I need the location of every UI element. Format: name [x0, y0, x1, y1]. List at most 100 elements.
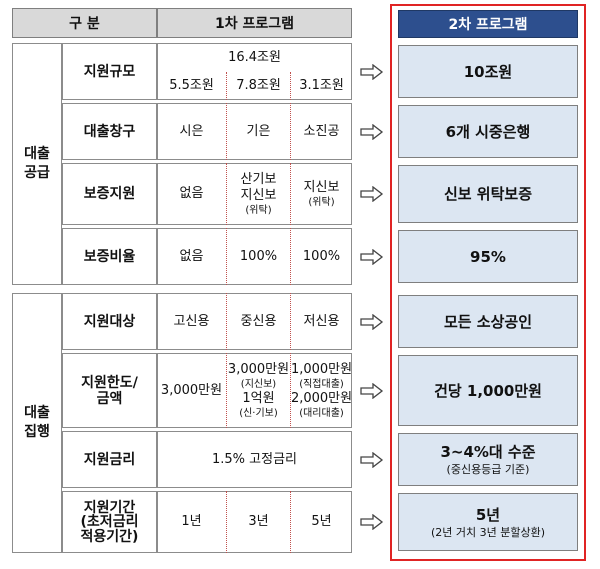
program1-subcell: 100% [290, 228, 352, 285]
program2-cell: 5년 (2년 거치 3년 분할상환) [398, 493, 578, 551]
arrow [360, 313, 384, 330]
arrow [360, 63, 384, 80]
program1-cell: 없음 산기보 지신보 (위탁) 지신보 (위탁) [157, 163, 352, 225]
text-line: 지신보 [240, 187, 277, 203]
program1-subcell: 없음 [157, 228, 226, 285]
text-line: 보증지원 [83, 186, 136, 202]
text-line: 신보 위탁보증 [443, 185, 533, 203]
text-line: 지원금리 [83, 451, 136, 468]
text-line: 공급 [24, 165, 50, 181]
program2-cell: 3~4%대 수준 (중신용등급 기준) [398, 433, 578, 486]
row-label: 보증비율 [62, 228, 157, 285]
text-line: 5년 [311, 514, 332, 529]
program1-subcell: 시은 [157, 103, 226, 160]
text-line: 5.5조원 [169, 77, 214, 93]
program1-subcell: 3.1조원 [290, 71, 352, 100]
text-line: 지원대상 [83, 313, 136, 330]
program1-subcell: 중신용 [226, 293, 290, 350]
arrow [360, 186, 384, 202]
arrow [360, 248, 384, 265]
program1-subcell: 1.5% 고정금리 [157, 431, 352, 488]
text-line: 1년 [181, 514, 202, 529]
program1-total: 16.4조원 [228, 50, 281, 66]
program1-cell: 3,000만원 3,000만원 (지신보) 1억원 (신·기보) 1,000만원 (직접대출… [157, 353, 352, 428]
text-line: 6개 시중은행 [445, 122, 531, 141]
text-line: 저신용 [303, 313, 340, 329]
text-line: 10조원 [463, 62, 513, 81]
text-line: 7.8조원 [236, 77, 281, 93]
text-line: 3년 [248, 514, 269, 529]
text-line: 3,000만원 [160, 382, 223, 398]
program1-subcell: 5.5조원 [157, 72, 226, 101]
text-line: 시은 [179, 123, 204, 139]
text-line: (직접대출) [299, 378, 344, 390]
program1-cell: 시은 기은 소진공 [157, 103, 352, 160]
text-line: (초저금리 [80, 513, 139, 530]
row-label: 지원금리 [62, 431, 157, 488]
program2-cell: 모든 소상공인 [398, 295, 578, 348]
text-line: 지원규모 [83, 63, 136, 80]
text-line: 건당 1,000만원 [434, 381, 542, 400]
text-line: 적용기간) [80, 528, 139, 545]
text-line: 고신용 [173, 313, 210, 329]
text-line: 금액 [96, 390, 123, 407]
text-line: 대출 [24, 146, 50, 162]
text-line: 집행 [24, 424, 50, 440]
program1-subcell: 산기보 지신보 (위탁) [226, 163, 290, 225]
text-line: 100% [239, 248, 278, 264]
header-program1: 1차 프로그램 [157, 8, 352, 38]
text-line: 대출창구 [83, 123, 136, 140]
arrow [360, 382, 384, 399]
program1-subcell: 3년 [226, 491, 290, 553]
text-line: 기은 [246, 123, 271, 139]
program2-cell: 95% [398, 230, 578, 283]
program2-cell: 신보 위탁보증 [398, 165, 578, 223]
text-line: 산기보 [240, 171, 277, 187]
text-line: 없음 [179, 248, 204, 264]
program1-subcell: 1,000만원 (직접대출) 2,000만원 (대리대출) [290, 353, 352, 428]
text-line: (중신용등급 기준) [446, 463, 530, 476]
text-line: (지신보) [240, 378, 277, 390]
text-line: (위탁) [245, 204, 272, 216]
text-line: 지신보 [303, 179, 340, 195]
row-label: 지원기간 (초저금리 적용기간) [62, 491, 157, 553]
program1-subcell: 없음 [157, 163, 226, 225]
arrow [360, 514, 384, 530]
text-line: 5년 [475, 505, 501, 524]
program1-subcell: 7.8조원 [226, 71, 290, 100]
text-line: 3~4%대 수준 [440, 443, 536, 461]
text-line: 1억원 [242, 390, 275, 406]
text-line: 2,000만원 [290, 390, 353, 406]
program1-cell: 1년 3년 5년 [157, 491, 352, 553]
program1-subcell: 3,000만원 [157, 353, 226, 428]
text-line: 1,000만원 [290, 361, 353, 377]
text-line: (2년 거치 3년 분할상환) [430, 525, 546, 539]
program1-cell: 고신용 중신용 저신용 [157, 293, 352, 350]
arrow [360, 123, 384, 140]
text-line: (위탁) [308, 196, 335, 208]
program2-cell: 건당 1,000만원 [398, 355, 578, 426]
arrow [360, 451, 384, 468]
program1-subcell: 지신보 (위탁) [290, 163, 352, 225]
row-label: 지원규모 [62, 43, 157, 100]
row-label: 대출창구 [62, 103, 157, 160]
program1-subcell: 기은 [226, 103, 290, 160]
text-line: 모든 소상공인 [443, 312, 533, 331]
row-label: 지원대상 [62, 293, 157, 350]
text-line: 없음 [179, 186, 204, 201]
text-line: 대출 [24, 405, 50, 421]
program1-subcell: 소진공 [290, 103, 352, 160]
text-line: 95% [470, 247, 506, 266]
text-line: 지원한도/ [81, 374, 138, 391]
text-line: (대리대출) [299, 407, 344, 419]
program2-cell: 6개 시중은행 [398, 105, 578, 158]
header-category: 구 분 [12, 8, 157, 38]
program2-cell: 10조원 [398, 45, 578, 98]
program1-subcell: 100% [226, 228, 290, 285]
text-line: 보증비율 [83, 248, 136, 265]
program1-subcell: 고신용 [157, 293, 226, 350]
text-line: (신·기보) [239, 407, 278, 419]
row-label: 지원한도/금액 [62, 353, 157, 428]
